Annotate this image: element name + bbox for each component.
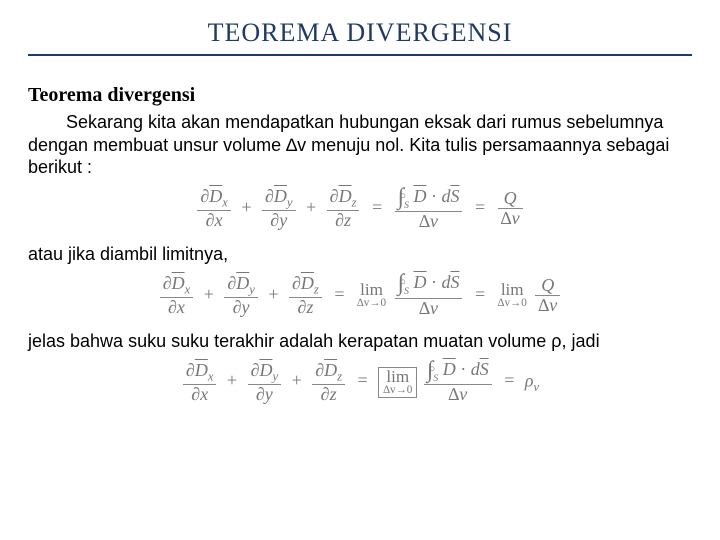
paragraph-2: atau jika diambil limitnya, bbox=[28, 243, 692, 266]
title-underline bbox=[28, 54, 692, 56]
eq1-expr: ∂Dx∂x + ∂Dy∂y + ∂Dz∂z = ∫○S D · dS ∆v = … bbox=[195, 187, 524, 231]
eq2-expr: ∂Dx∂x + ∂Dy∂y + ∂Dz∂z = lim∆v→0 ∫○S D · … bbox=[158, 273, 563, 317]
equation-3: ∂Dx∂x + ∂Dy∂y + ∂Dz∂z = lim∆v→0 ∫○S D · … bbox=[28, 360, 692, 404]
content-area: Teorema divergensi Sekarang kita akan me… bbox=[28, 64, 692, 404]
eq3-expr: ∂Dx∂x + ∂Dy∂y + ∂Dz∂z = lim∆v→0 ∫○S D · … bbox=[181, 360, 539, 404]
paragraph-1: Sekarang kita akan mendapatkan hubungan … bbox=[28, 111, 692, 179]
paragraph-3: jelas bahwa suku suku terakhir adalah ke… bbox=[28, 330, 692, 353]
slide: TEOREMA DIVERGENSI Teorema divergensi Se… bbox=[0, 0, 720, 540]
equation-1: ∂Dx∂x + ∂Dy∂y + ∂Dz∂z = ∫○S D · dS ∆v = … bbox=[28, 187, 692, 231]
subtitle: Teorema divergensi bbox=[28, 84, 692, 107]
title-block: TEOREMA DIVERGENSI bbox=[28, 18, 692, 64]
equation-2: ∂Dx∂x + ∂Dy∂y + ∂Dz∂z = lim∆v→0 ∫○S D · … bbox=[28, 273, 692, 317]
slide-title: TEOREMA DIVERGENSI bbox=[28, 18, 692, 48]
